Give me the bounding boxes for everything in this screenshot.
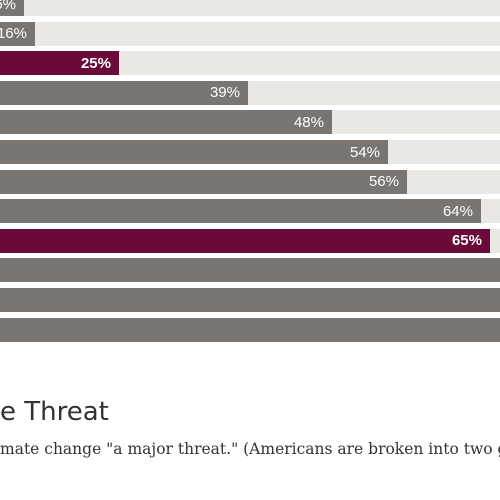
bar-value-label-5: 54%	[349, 143, 380, 161]
bar-track-8: 65%	[0, 228, 500, 253]
bar-value-label-2: 25%	[80, 54, 111, 72]
bar-4	[0, 110, 332, 135]
bar-6	[0, 169, 407, 194]
bar-0	[0, 0, 24, 16]
bar-track-7: 64%	[0, 199, 500, 224]
bar-value-label-0: 6%	[0, 0, 16, 13]
bar-track-1: 16%	[0, 21, 500, 46]
bar-3	[0, 80, 248, 105]
bar-value-label-7: 64%	[442, 202, 473, 220]
bar-track-5: 54%	[0, 140, 500, 164]
bar-7	[0, 199, 481, 224]
bar-track-11	[0, 317, 500, 342]
bar-5	[0, 140, 388, 164]
bar-8	[0, 228, 490, 253]
bar-track-10	[0, 288, 500, 312]
bar-1	[0, 21, 35, 46]
bar-value-label-1: 16%	[0, 25, 27, 43]
bar-chart: 6% 16% 25% 39% 48% 54% 56% 64% 65%	[0, 0, 500, 342]
bar-2	[0, 51, 119, 76]
bar-track-6: 56%	[0, 169, 500, 194]
bar-9	[0, 258, 500, 283]
bar-value-label-6: 56%	[368, 173, 399, 191]
bar-track-3: 39%	[0, 80, 500, 105]
bar-value-label-3: 39%	[209, 84, 240, 102]
bar-11	[0, 317, 500, 342]
bar-track-0: 6%	[0, 0, 500, 16]
bar-value-label-4: 48%	[293, 113, 324, 131]
chart-title: e Threat	[0, 397, 109, 427]
bar-value-label-8: 65%	[451, 232, 482, 250]
bar-track-2: 25%	[0, 51, 500, 76]
chart-subtitle: mate change "a major threat." (Americans…	[0, 440, 500, 458]
bar-track-9	[0, 258, 500, 283]
bar-10	[0, 288, 500, 312]
bar-track-4: 48%	[0, 110, 500, 135]
